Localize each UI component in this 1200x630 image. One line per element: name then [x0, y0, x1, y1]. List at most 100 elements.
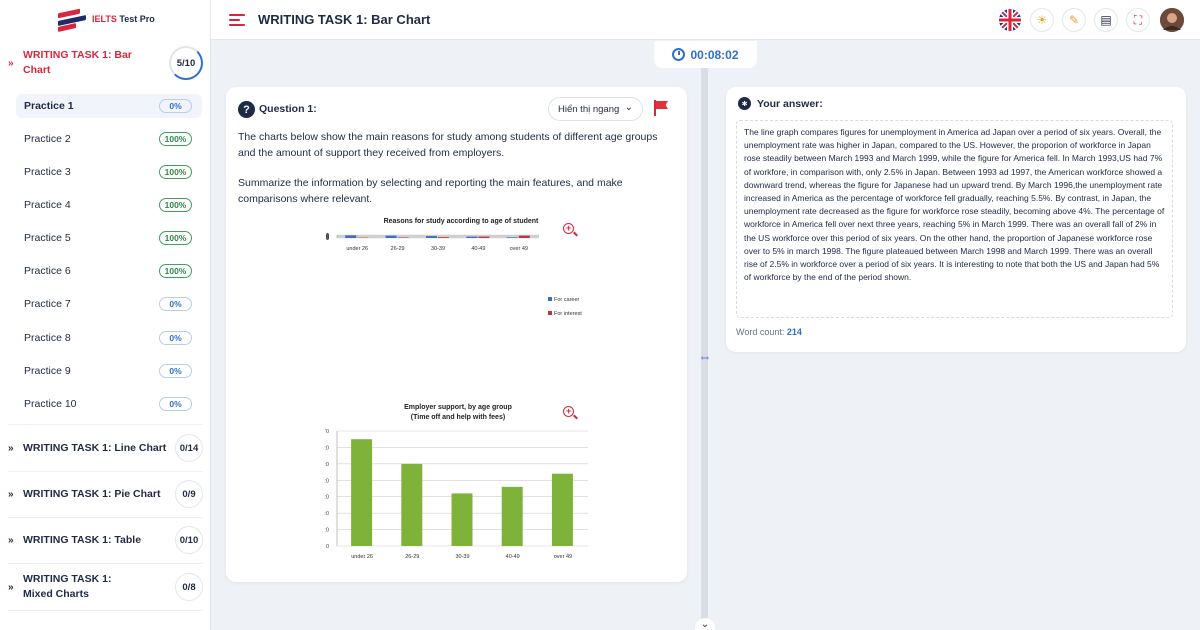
y-tick-label: 0 [326, 233, 329, 239]
y-tick-label: :0 [324, 495, 329, 501]
y-tick-label: '0 [325, 429, 329, 435]
group-progress-count: 0/14 [175, 434, 203, 462]
clock-icon [672, 48, 686, 61]
display-mode-select[interactable]: Hiển thị ngang ⌄ [548, 97, 643, 121]
zoom-in-icon[interactable]: + [562, 222, 578, 238]
y-tick-label: :0 [324, 511, 329, 517]
progress-badge: 100% [159, 132, 192, 146]
practice-label: Practice 1 [24, 100, 74, 112]
divider [8, 610, 203, 611]
chart-title: Employer support, by age group [404, 404, 512, 411]
group-bar-chart[interactable]: » WRITING TASK 1: Bar Chart 5/10 [0, 46, 210, 80]
practice-item[interactable]: Practice 9 0% [16, 359, 202, 383]
legend-swatch [548, 311, 552, 315]
split-divider[interactable] [701, 68, 708, 630]
y-tick-label: 0 [326, 234, 329, 240]
practice-label: Practice 9 [24, 365, 71, 377]
zoom-in-icon[interactable]: + [562, 405, 578, 421]
y-tick-label: 0 [326, 236, 329, 242]
bar-employer-support [551, 473, 573, 546]
practice-item[interactable]: Practice 7 0% [16, 292, 202, 316]
divider [8, 563, 203, 564]
word-count-value: 214 [786, 327, 802, 337]
sun-icon[interactable]: ☀ [1030, 8, 1054, 32]
language-flag-icon[interactable] [998, 8, 1022, 32]
y-tick-label: :0 [324, 478, 329, 484]
sparkle-icon: ✱ [738, 97, 751, 110]
sidebar: IELTS Test Pro » WRITING TASK 1: Bar Cha… [0, 0, 211, 630]
timer: 00:08:02 [654, 41, 757, 68]
chart-subtitle: (Time off and help with fees) [411, 414, 505, 421]
y-tick-label: 0 [326, 233, 329, 239]
progress-badge: 100% [159, 264, 192, 278]
group-title: WRITING TASK 1: Mixed Charts [23, 573, 112, 600]
practice-item[interactable]: Practice 10 0% [16, 392, 202, 416]
question-instruction: Summarize the information by selecting a… [238, 177, 623, 205]
logo-icon [58, 8, 86, 32]
chevron-right-icon: » [8, 581, 14, 593]
group-progress-count: 0/8 [175, 573, 203, 601]
x-tick-label: over 49 [510, 246, 528, 252]
practice-item[interactable]: Practice 1 0% [16, 94, 202, 118]
notes-icon[interactable]: ▤ [1094, 8, 1118, 32]
practice-item[interactable]: Practice 2 100% [16, 127, 202, 151]
pencil-icon[interactable]: ✎ [1062, 8, 1086, 32]
group-title: WRITING TASK 1: Line Chart [23, 441, 167, 454]
x-tick-label: 40-49 [506, 554, 520, 560]
chart-title: Reasons for study according to age of st… [384, 218, 539, 225]
chevron-right-icon: » [8, 442, 14, 454]
chevron-down-icon[interactable]: ⌄ [695, 618, 715, 630]
practice-label: Practice 6 [24, 265, 71, 277]
y-tick-label: 0 [326, 235, 329, 241]
chevron-down-icon: ⌄ [624, 102, 633, 113]
answer-label: Your answer: [757, 98, 823, 110]
chart-reasons-for-study: Reasons for study according to age of st… [326, 218, 582, 317]
progress-badge: 100% [159, 198, 192, 212]
progress-badge: 0% [159, 364, 192, 378]
avatar[interactable] [1160, 8, 1184, 32]
group-title: WRITING TASK 1: Pie Chart [23, 487, 161, 500]
practice-label: Practice 7 [24, 298, 71, 310]
divider [8, 517, 203, 518]
timer-value: 00:08:02 [690, 47, 739, 62]
answer-textarea[interactable]: The line graph compares figures for unem… [736, 120, 1173, 318]
group-progress-count: 5/10 [169, 46, 203, 80]
bar-employer-support [401, 463, 423, 546]
x-tick-label: 30-39 [431, 246, 445, 252]
practice-label: Practice 3 [24, 166, 71, 178]
fullscreen-icon[interactable]: ⛶ [1126, 8, 1150, 32]
practice-label: Practice 4 [24, 199, 71, 211]
app-logo[interactable]: IELTS Test Pro [0, 0, 210, 38]
progress-badge: 0% [159, 397, 192, 411]
question-card: ? Question 1: Hiển thị ngang ⌄ The chart… [226, 87, 687, 582]
y-tick-label: 0 [326, 236, 329, 242]
menu-toggle-icon[interactable] [229, 13, 245, 27]
practice-item[interactable]: Practice 6 100% [16, 259, 202, 283]
legend-swatch [548, 297, 552, 301]
bar-employer-support [501, 486, 523, 546]
divider [8, 424, 203, 425]
practice-label: Practice 10 [24, 398, 77, 410]
flag-icon[interactable] [653, 100, 669, 116]
group-table[interactable]: » WRITING TASK 1: Table 0/10 [0, 525, 210, 555]
practice-item[interactable]: Practice 4 100% [16, 193, 202, 217]
divider [8, 471, 203, 472]
group-line-chart[interactable]: » WRITING TASK 1: Line Chart 0/14 [0, 433, 210, 463]
practice-label: Practice 8 [24, 332, 71, 344]
question-label: Question 1: [259, 103, 317, 115]
group-progress-count: 0/9 [175, 480, 203, 508]
group-mixed-charts[interactable]: » WRITING TASK 1: Mixed Charts 0/8 [0, 570, 210, 604]
x-tick-label: under 26 [351, 554, 373, 560]
bar-for-interest [478, 236, 490, 238]
x-tick-label: 30-39 [455, 554, 469, 560]
practice-item[interactable]: Practice 3 100% [16, 160, 202, 184]
practice-item[interactable]: Practice 5 100% [16, 226, 202, 250]
practice-item[interactable]: Practice 8 0% [16, 326, 202, 350]
y-tick-label: 0 [326, 544, 329, 550]
progress-badge: 0% [159, 297, 192, 311]
resize-handle-icon[interactable]: ⇔ [698, 349, 712, 364]
group-pie-chart[interactable]: » WRITING TASK 1: Pie Chart 0/9 [0, 479, 210, 509]
progress-badge: 100% [159, 165, 192, 179]
progress-badge: 0% [159, 99, 192, 113]
y-tick-label: 0 [326, 235, 329, 241]
